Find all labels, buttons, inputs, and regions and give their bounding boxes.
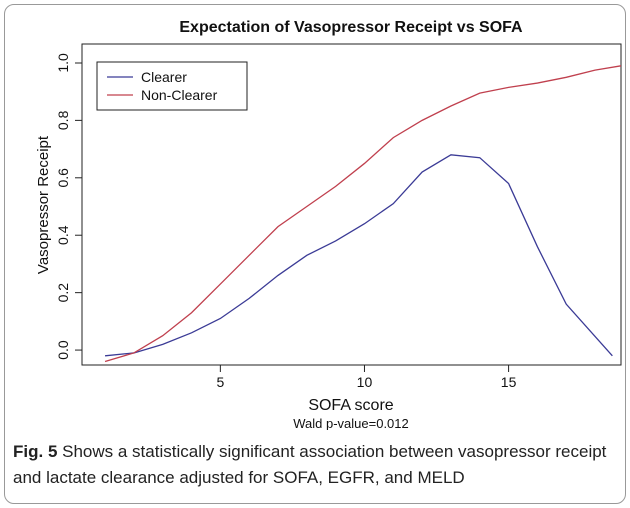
chart-title: Expectation of Vasopressor Receipt vs SO… (179, 19, 523, 36)
caption: Fig. 5 Shows a statistically significant… (13, 439, 618, 491)
legend-label: Non-Clearer (141, 87, 218, 103)
x-tick-label: 15 (501, 374, 517, 390)
y-tick-label: 0.4 (55, 225, 71, 245)
figure: Expectation of Vasopressor Receipt vs SO… (4, 4, 626, 504)
x-axis-label: SOFA score (308, 397, 393, 414)
subtitle: Wald p-value=0.012 (293, 416, 409, 430)
y-tick-label: 0.6 (55, 168, 71, 188)
caption-label: Fig. 5 (13, 442, 58, 461)
y-axis-label: Vasopressor Receipt (35, 135, 52, 274)
caption-text: Shows a statistically significant associ… (13, 442, 607, 487)
y-tick-label: 1.0 (55, 53, 71, 73)
line (104, 65, 622, 363)
legend-box (96, 61, 248, 111)
x-tick-label: 10 (357, 374, 373, 390)
x-tick-label: 5 (216, 374, 224, 390)
y-tick-label: 0.2 (55, 283, 71, 303)
y-tick-label: 0.8 (55, 110, 71, 130)
y-tick-label: 0.0 (55, 340, 71, 360)
plot-frame (81, 43, 622, 366)
line (104, 154, 613, 357)
chart: Expectation of Vasopressor Receipt vs SO… (35, 19, 622, 430)
legend-label: Clearer (141, 69, 187, 85)
